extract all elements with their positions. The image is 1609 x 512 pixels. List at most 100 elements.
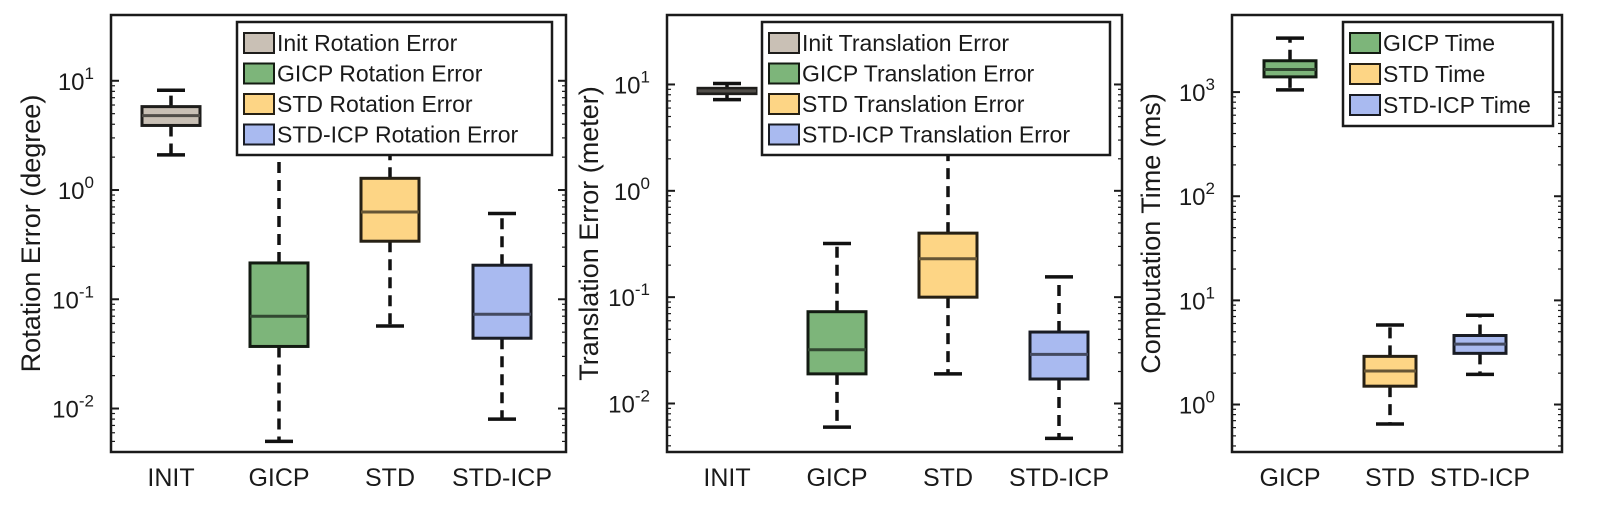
y-tick-label: 103 bbox=[1179, 75, 1215, 107]
x-category-label: GICP bbox=[1259, 464, 1320, 492]
legend-label: GICP Rotation Error bbox=[277, 61, 483, 87]
legend-label: STD-ICP Rotation Error bbox=[277, 122, 518, 148]
legend-swatch bbox=[243, 62, 275, 85]
y-tick-exponent: -2 bbox=[79, 392, 94, 411]
y-tick-base: 10 bbox=[614, 72, 641, 99]
y-tick-exponent: 1 bbox=[85, 64, 94, 83]
legend-label: Init Rotation Error bbox=[277, 30, 458, 56]
y-tick-exponent: 1 bbox=[1206, 283, 1215, 302]
y-tick-label: 10-2 bbox=[608, 387, 650, 419]
y-tick-exponent: 0 bbox=[641, 174, 650, 193]
y-tick-label: 10-1 bbox=[608, 280, 650, 312]
legend-label: STD-ICP Translation Error bbox=[802, 122, 1070, 148]
legend-swatch bbox=[768, 93, 800, 115]
y-tick-base: 10 bbox=[614, 179, 641, 206]
legend: Init Translation Error GICP Translation E… bbox=[760, 20, 1112, 157]
legend-entry: STD Rotation Error bbox=[243, 91, 473, 117]
y-tick-base: 10 bbox=[58, 69, 85, 96]
y-tick-label: 100 bbox=[1179, 388, 1215, 420]
y-axis-label: Translation Error (meter) bbox=[574, 86, 604, 381]
legend-entry: GICP Time bbox=[1349, 30, 1495, 56]
x-category-label: STD-ICP bbox=[1009, 464, 1109, 492]
y-tick-base: 10 bbox=[1179, 80, 1206, 107]
legend: Init Rotation Error GICP Rotation Error ST… bbox=[235, 20, 554, 157]
box-gicp bbox=[248, 128, 310, 444]
x-category-label: STD-ICP bbox=[452, 464, 552, 492]
legend-label: GICP Time bbox=[1383, 30, 1495, 56]
legend-swatch bbox=[768, 123, 800, 146]
y-tick-base: 10 bbox=[1179, 184, 1206, 211]
x-category-label: STD bbox=[365, 464, 415, 492]
legend-entry: GICP Rotation Error bbox=[243, 61, 483, 87]
box-iqr bbox=[248, 261, 310, 348]
x-category-label: STD bbox=[923, 464, 973, 492]
y-tick-base: 10 bbox=[52, 287, 79, 314]
legend-entry: Init Translation Error bbox=[768, 30, 1009, 56]
legend-swatch bbox=[1349, 63, 1381, 85]
legend-entry: STD-ICP Translation Error bbox=[768, 122, 1070, 148]
legend-swatch bbox=[1349, 32, 1381, 54]
legend-swatch bbox=[243, 93, 275, 115]
y-tick-base: 10 bbox=[608, 392, 635, 419]
box-std-icp bbox=[1452, 313, 1508, 377]
box-gicp bbox=[806, 241, 868, 429]
y-tick-exponent: 1 bbox=[641, 67, 650, 86]
y-tick-label: 10-1 bbox=[52, 282, 94, 314]
box-std bbox=[1362, 323, 1418, 426]
legend-label: STD-ICP Time bbox=[1383, 92, 1531, 118]
y-tick-base: 10 bbox=[58, 178, 85, 205]
legend-label: STD Rotation Error bbox=[277, 91, 473, 117]
y-tick-base: 10 bbox=[1179, 393, 1206, 420]
legend-label: GICP Translation Error bbox=[802, 61, 1035, 87]
legend-label: STD Time bbox=[1383, 61, 1485, 87]
legend-label: Init Translation Error bbox=[802, 30, 1009, 56]
box-iqr bbox=[806, 310, 868, 376]
y-tick-exponent: -1 bbox=[79, 282, 94, 301]
box-iqr bbox=[471, 263, 533, 340]
box-std bbox=[359, 150, 421, 328]
legend-box bbox=[760, 20, 1112, 157]
x-category-label: INIT bbox=[703, 464, 750, 492]
y-tick-label: 101 bbox=[58, 64, 94, 96]
y-tick-label: 10-2 bbox=[52, 392, 94, 424]
y-tick-exponent: 3 bbox=[1206, 75, 1215, 94]
box-iqr bbox=[359, 176, 421, 243]
y-tick-base: 10 bbox=[52, 397, 79, 424]
y-tick-label: 100 bbox=[58, 173, 94, 205]
legend-label: STD Translation Error bbox=[802, 91, 1025, 117]
y-tick-exponent: -1 bbox=[635, 280, 650, 299]
box-init bbox=[696, 81, 758, 102]
legend: GICP Time STD Time STD-ICP Time bbox=[1341, 20, 1555, 128]
y-axis-label: Computation Time (ms) bbox=[1136, 93, 1166, 374]
y-tick-exponent: 0 bbox=[85, 173, 94, 192]
box-init bbox=[140, 88, 202, 157]
legend-entry: STD Translation Error bbox=[768, 91, 1025, 117]
legend-swatch bbox=[768, 62, 800, 85]
x-category-label: GICP bbox=[806, 464, 867, 492]
y-tick-exponent: 2 bbox=[1206, 179, 1215, 198]
legend-entry: STD-ICP Rotation Error bbox=[243, 122, 518, 148]
legend-entry: STD-ICP Time bbox=[1349, 92, 1531, 118]
box-std bbox=[917, 131, 979, 376]
legend-swatch bbox=[1349, 94, 1381, 116]
axes-frame bbox=[1230, 13, 1564, 454]
y-tick-exponent: 0 bbox=[1206, 388, 1215, 407]
y-tick-base: 10 bbox=[1179, 288, 1206, 315]
legend-box bbox=[235, 20, 554, 157]
y-tick-exponent: -2 bbox=[635, 387, 650, 406]
legend-entry: Init Rotation Error bbox=[243, 30, 458, 56]
y-tick-label: 101 bbox=[1179, 283, 1215, 315]
x-category-label: STD bbox=[1365, 464, 1415, 492]
x-category-label: STD-ICP bbox=[1430, 464, 1530, 492]
y-tick-base: 10 bbox=[608, 285, 635, 312]
y-tick-label: 100 bbox=[614, 174, 650, 206]
x-category-label: GICP bbox=[248, 464, 309, 492]
box-std-icp bbox=[1028, 275, 1090, 441]
legend-entry: GICP Translation Error bbox=[768, 61, 1035, 87]
legend-entry: STD Time bbox=[1349, 61, 1485, 87]
y-tick-label: 101 bbox=[614, 67, 650, 99]
y-tick-label: 102 bbox=[1179, 179, 1215, 211]
